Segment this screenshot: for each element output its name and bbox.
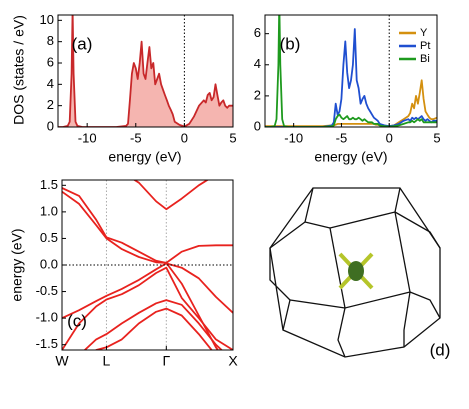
- y-tick-label: 10: [40, 12, 54, 27]
- x-axis-label: energy (eV): [314, 149, 387, 165]
- x-tick-label: Γ: [162, 353, 170, 369]
- x-tick-label: W: [55, 353, 69, 369]
- y-tick-label: -1.0: [36, 310, 58, 325]
- plot-area: [58, 15, 233, 127]
- series-line: [265, 15, 437, 127]
- zone-edge: [394, 187, 441, 249]
- legend-label: Pt: [420, 40, 430, 52]
- y-tick-label: -0.5: [36, 283, 58, 298]
- series-line: [83, 299, 223, 350]
- y-tick-label: 0.0: [40, 256, 58, 271]
- zone-edge: [269, 248, 291, 301]
- y-tick-label: 0.5: [40, 230, 58, 245]
- zone-edge: [337, 307, 346, 358]
- x-tick-label: L: [103, 353, 111, 369]
- y-tick-label: 6: [254, 25, 261, 40]
- y-tick-label: 8: [47, 33, 54, 48]
- y-axis-label: energy (eV): [9, 228, 25, 301]
- x-tick-label: 5: [433, 130, 440, 145]
- y-tick-label: 4: [47, 76, 54, 91]
- axes-frame: [264, 14, 438, 128]
- x-tick-label: 0: [181, 130, 188, 145]
- zone-edge: [282, 299, 346, 331]
- series-line: [94, 307, 213, 350]
- panel-label: (a): [72, 34, 93, 53]
- zone-edge: [304, 221, 331, 229]
- x-tick-label: 5: [229, 130, 236, 145]
- fermi-surface: [348, 261, 364, 281]
- series-line: [62, 262, 233, 319]
- series-line: [58, 15, 233, 127]
- zone-edge: [403, 291, 411, 347]
- x-tick-label: -5: [336, 130, 348, 145]
- y-tick-label: 2: [47, 97, 54, 112]
- series-line: [265, 28, 437, 127]
- brillouin-zone: (d): [269, 187, 451, 359]
- panel-label: (d): [430, 340, 451, 359]
- legend-label: Bi: [420, 53, 430, 65]
- zone-edge: [409, 291, 441, 319]
- x-tick-label: X: [228, 353, 238, 369]
- panel-label: (b): [280, 34, 301, 53]
- y-tick-label: 1.0: [40, 203, 58, 218]
- x-axis-label: energy (eV): [108, 149, 181, 165]
- legend-label: Y: [420, 27, 428, 39]
- series-line: [132, 180, 210, 211]
- y-tick-label: 2: [254, 87, 261, 102]
- y-axis-label: DOS (states / eV): [11, 15, 27, 125]
- plot-area: [265, 15, 437, 127]
- y-tick-label: 1.5: [40, 177, 58, 192]
- y-tick-label: 0: [254, 118, 261, 133]
- panel-label: (c): [67, 311, 87, 330]
- y-tick-label: 6: [47, 54, 54, 69]
- plot-area: [62, 180, 233, 350]
- x-tick-label: -10: [284, 130, 303, 145]
- area-fill: [58, 15, 233, 127]
- axes-frame: [57, 14, 234, 128]
- x-tick-label: 0: [386, 130, 393, 145]
- zone-face: [329, 211, 411, 309]
- y-tick-label: 0: [47, 118, 54, 133]
- x-tick-label: -5: [130, 130, 142, 145]
- y-tick-label: 4: [254, 56, 261, 71]
- series-line: [62, 266, 233, 350]
- series-line: [62, 187, 233, 264]
- y-tick-label: -1.5: [36, 336, 58, 351]
- x-tick-label: -10: [78, 130, 97, 145]
